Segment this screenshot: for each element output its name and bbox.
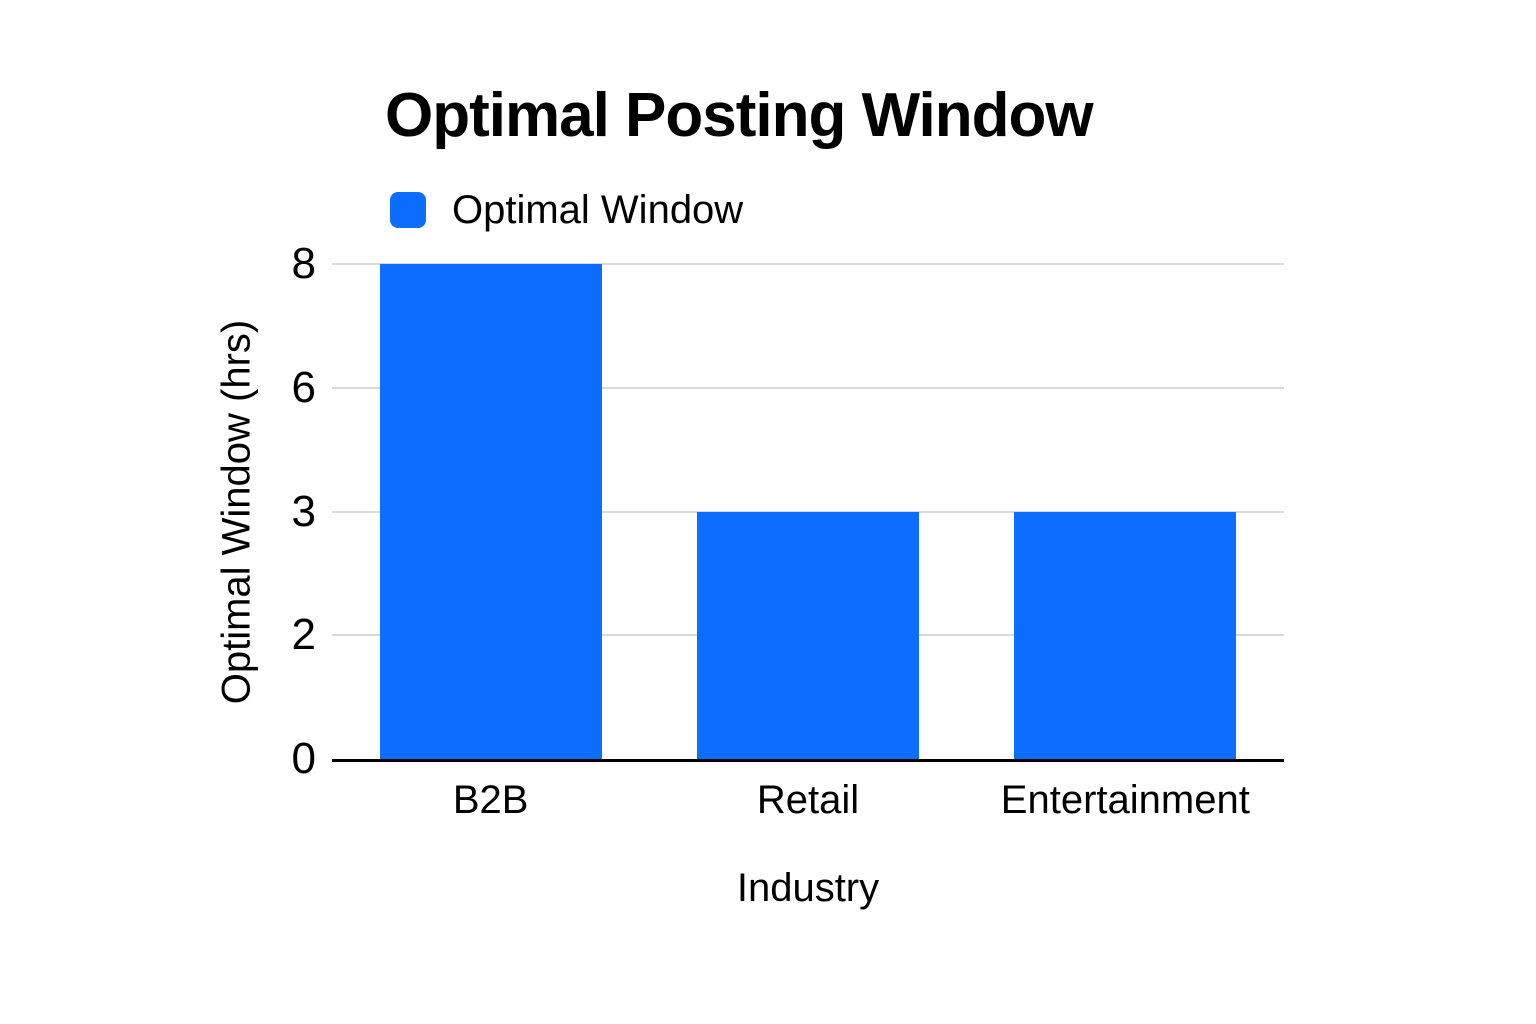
y-tick-label-2: 2: [291, 610, 316, 660]
x-axis-line: [332, 759, 1284, 762]
x-tick-label-retail: Retail: [756, 778, 860, 822]
gridline-8: [332, 263, 1284, 265]
y-axis-ticks: 0 2 3 6 8: [0, 242, 316, 781]
plot-area: [332, 263, 1284, 762]
y-tick-label-8: 8: [291, 239, 316, 288]
bar-band-b2b: [332, 264, 649, 759]
legend: Optimal Window: [390, 187, 744, 232]
bar-b2b: [379, 264, 602, 759]
y-tick-label-0: 0: [291, 734, 316, 783]
x-tick-label-b2b: B2B: [452, 778, 529, 822]
x-tick-label-entertainment: Entertainment: [1000, 778, 1250, 822]
bar-band-retail: [649, 264, 966, 759]
bar-entertainment: [1014, 511, 1237, 759]
bar-retail: [696, 511, 920, 759]
gridline-6: [332, 386, 1284, 389]
y-tick-label-3: 3: [291, 486, 316, 536]
bar-series: [332, 264, 1284, 759]
x-axis-ticks: B2B Retail Entertainment: [332, 778, 1284, 823]
legend-swatch-optimal-window: [390, 192, 426, 228]
bar-band-entertainment: [967, 264, 1284, 759]
legend-label-optimal-window: Optimal Window: [452, 187, 744, 232]
chart-title: Optimal Posting Window: [385, 81, 1094, 150]
y-tick-label-6: 6: [291, 362, 316, 412]
x-axis-title: Industry: [736, 866, 880, 910]
